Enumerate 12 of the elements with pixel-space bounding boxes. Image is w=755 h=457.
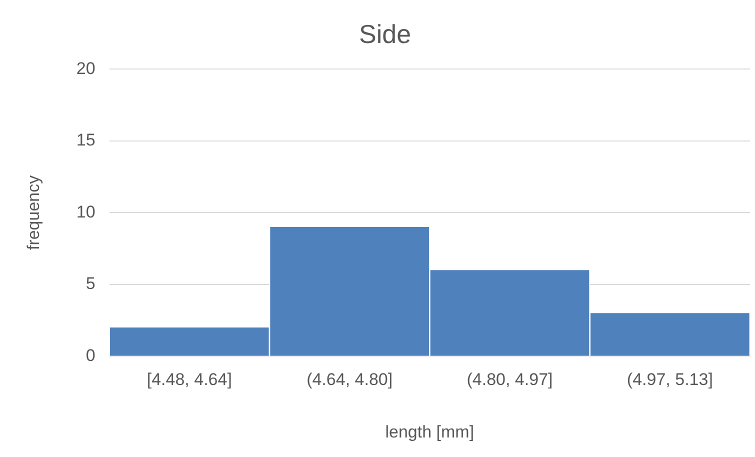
x-axis-title: length [mm] (385, 422, 474, 442)
y-tick-label: 10 (76, 202, 96, 222)
y-tick-label: 15 (76, 130, 96, 150)
x-tick-label: (4.80, 4.97] (466, 370, 553, 390)
x-tick-label: [4.48, 4.64] (146, 370, 232, 390)
y-tick-label: 20 (76, 58, 96, 78)
x-tick-label: (4.97, 5.13] (626, 370, 713, 390)
y-tick-label: 5 (86, 274, 96, 294)
chart-title: Side (358, 18, 412, 49)
y-tick-label: 0 (86, 346, 96, 365)
y-axis-title: frequency (24, 174, 43, 250)
x-tick-label: (4.64, 4.80] (306, 370, 393, 390)
